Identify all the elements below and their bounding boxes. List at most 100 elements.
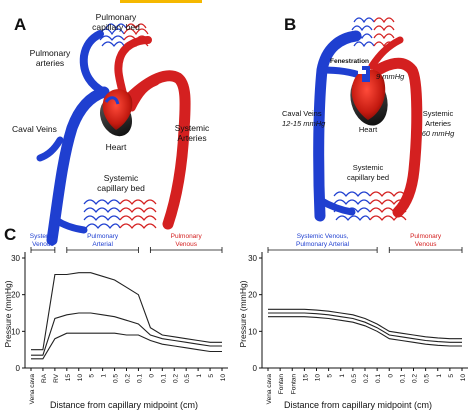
chart-left-region-label: Systemic bbox=[30, 233, 57, 240]
chart-right-xlabel: Distance from capillary midpoint (cm) bbox=[284, 400, 432, 410]
panel-a-systemic-capillary-bed bbox=[83, 199, 157, 229]
panel-b-letter: B bbox=[284, 15, 296, 34]
panel-b-arterial-vessels bbox=[368, 36, 423, 218]
chart-right-xtick-label: 0.1 bbox=[399, 374, 406, 383]
chart-right-ytick-label: 10 bbox=[248, 327, 257, 336]
chart-right-ylabel: Pressure (mmHg) bbox=[238, 280, 248, 347]
chart-left-xtick-label: 0 bbox=[148, 374, 155, 378]
chart-right-xtick-label: 0.2 bbox=[363, 374, 370, 383]
chart-left-region-label: Arterial bbox=[92, 241, 113, 248]
panel-c-letter: C bbox=[4, 225, 16, 244]
chart-right-xtick-label: Fontan bbox=[290, 374, 297, 395]
chart-left-xtick-label: 0.1 bbox=[160, 374, 167, 383]
chart-left-ytick-label: 0 bbox=[16, 364, 21, 373]
chart-left-xtick-label: 10 bbox=[220, 374, 227, 382]
label-heart: Heart bbox=[106, 142, 127, 152]
chart-left-ytick-label: 20 bbox=[11, 291, 20, 300]
chart-left-xtick-label: 15 bbox=[65, 374, 72, 382]
chart-right-xtick-label: 5 bbox=[448, 374, 455, 378]
chart-right-xtick-label: Fontan bbox=[278, 374, 285, 395]
chart-right-ytick-label: 20 bbox=[248, 291, 257, 300]
chart-left-series-line bbox=[31, 272, 222, 351]
panel-b-pulmonary-capillary-bed bbox=[351, 17, 395, 48]
label-pulmonary-arteries-2: arteries bbox=[36, 58, 64, 68]
accent-bar bbox=[120, 0, 202, 3]
panel-a-letter: A bbox=[14, 15, 26, 34]
chart-right-xtick-label: 5 bbox=[327, 374, 334, 378]
chart-right-xtick-label: 10 bbox=[315, 374, 322, 382]
chart-left-xtick-label: RV bbox=[53, 373, 60, 383]
chart-left-xtick-label: 1 bbox=[101, 374, 108, 378]
label-fenestration: Fenestration bbox=[330, 58, 369, 65]
chart-left-xtick-label: 1 bbox=[196, 374, 203, 378]
chart-left-region-label: Venous bbox=[175, 241, 197, 248]
panel-b-heart bbox=[350, 66, 388, 126]
chart-left-xtick-label: 0.5 bbox=[113, 374, 120, 383]
chart-left-ylabel: Pressure (mmHg) bbox=[3, 280, 13, 347]
chart-left: Pressure (mmHg) Distance from capillary … bbox=[3, 233, 228, 410]
chart-right-xtick-label: 0.1 bbox=[375, 374, 382, 383]
panel-a: A bbox=[12, 12, 210, 246]
label-pressure-9: 9 mmHg bbox=[376, 72, 405, 81]
chart-right-xtick-label: 1 bbox=[339, 374, 346, 378]
chart-left-xtick-label: 0.2 bbox=[125, 374, 132, 383]
chart-left-region-label: Pulmonary bbox=[171, 233, 203, 240]
label-b-systemic-pressure: 60 mmHg bbox=[422, 129, 455, 138]
label-b-caval-veins: Caval Veins bbox=[282, 109, 322, 118]
chart-left-xtick-label: 0.1 bbox=[136, 374, 143, 383]
chart-right-xtick-label: Vena cava bbox=[266, 374, 273, 405]
chart-right-series-line bbox=[268, 316, 462, 347]
chart-right-ytick-label: 0 bbox=[253, 364, 258, 373]
label-systemic-bed-2: capillary bed bbox=[97, 183, 145, 193]
panel-a-venous-vessels bbox=[36, 30, 120, 246]
panel-b: B bbox=[282, 15, 455, 222]
label-b-heart: Heart bbox=[359, 125, 378, 134]
chart-right-series-line bbox=[268, 308, 462, 340]
label-b-systemic-bed-2: capillary bed bbox=[347, 173, 389, 182]
label-caval-veins: Caval Veins bbox=[12, 124, 57, 134]
chart-left-region-label: Pulmonary bbox=[87, 233, 119, 240]
chart-right: Pressure (mmHg) Distance from capillary … bbox=[238, 233, 468, 410]
label-pulmonary-bed-2: capillary bed bbox=[92, 22, 140, 32]
chart-right-ytick-label: 30 bbox=[248, 254, 257, 263]
panel-b-systemic-capillary-bed bbox=[333, 191, 407, 221]
chart-left-xtick-label: 5 bbox=[208, 374, 215, 378]
panel-a-arterial-vessels bbox=[114, 36, 191, 230]
chart-left-series-line bbox=[31, 312, 222, 356]
chart-right-region-label: Pulmonary bbox=[410, 233, 442, 240]
chart-right-xtick-label: 0.5 bbox=[424, 374, 431, 383]
label-pulmonary-arteries-1: Pulmonary bbox=[30, 48, 71, 58]
label-systemic-bed-1: Systemic bbox=[104, 173, 139, 183]
chart-left-xtick-label: 5 bbox=[89, 374, 96, 378]
chart-right-region-label: Systemic Venous, bbox=[297, 233, 349, 240]
chart-right-xtick-label: 0 bbox=[387, 374, 394, 378]
label-systemic-arteries-2: Arteries bbox=[177, 133, 206, 143]
panel-a-pulmonary-capillary-bed bbox=[99, 23, 149, 47]
chart-left-series-line bbox=[31, 332, 222, 360]
chart-left-ytick-label: 10 bbox=[11, 327, 20, 336]
chart-right-region-label: Pulmonary Arterial bbox=[296, 241, 350, 248]
chart-right-xtick-label: 10 bbox=[460, 374, 467, 382]
chart-left-xlabel: Distance from capillary midpoint (cm) bbox=[50, 400, 198, 410]
panel-a-heart bbox=[99, 89, 133, 137]
label-b-systemic-arteries-2: Arteries bbox=[425, 119, 451, 128]
label-b-systemic-bed-1: Systemic bbox=[353, 163, 384, 172]
label-systemic-arteries-1: Systemic bbox=[175, 123, 210, 133]
chart-right-xtick-label: 1 bbox=[436, 374, 443, 378]
chart-left-region-label: Venous bbox=[32, 241, 54, 248]
chart-left-xtick-label: RA bbox=[41, 373, 48, 383]
chart-right-region-label: Venous bbox=[415, 241, 437, 248]
chart-right-series-line bbox=[268, 312, 462, 343]
chart-right-xtick-label: 0.5 bbox=[351, 374, 358, 383]
chart-left-xtick-label: 10 bbox=[77, 374, 84, 382]
chart-left-xtick-label: 0.2 bbox=[172, 374, 179, 383]
chart-left-xtick-label: 0.5 bbox=[184, 374, 191, 383]
label-b-caval-pressure: 12-15 mmHg bbox=[282, 119, 326, 128]
label-pulmonary-bed-1: Pulmonary bbox=[96, 12, 137, 22]
chart-right-xtick-label: 0.2 bbox=[412, 374, 419, 383]
chart-right-xtick-label: 15 bbox=[302, 374, 309, 382]
chart-left-xtick-label: Vena cava bbox=[29, 374, 36, 405]
label-b-systemic-arteries-1: Systemic bbox=[423, 109, 454, 118]
chart-left-ytick-label: 30 bbox=[11, 254, 20, 263]
